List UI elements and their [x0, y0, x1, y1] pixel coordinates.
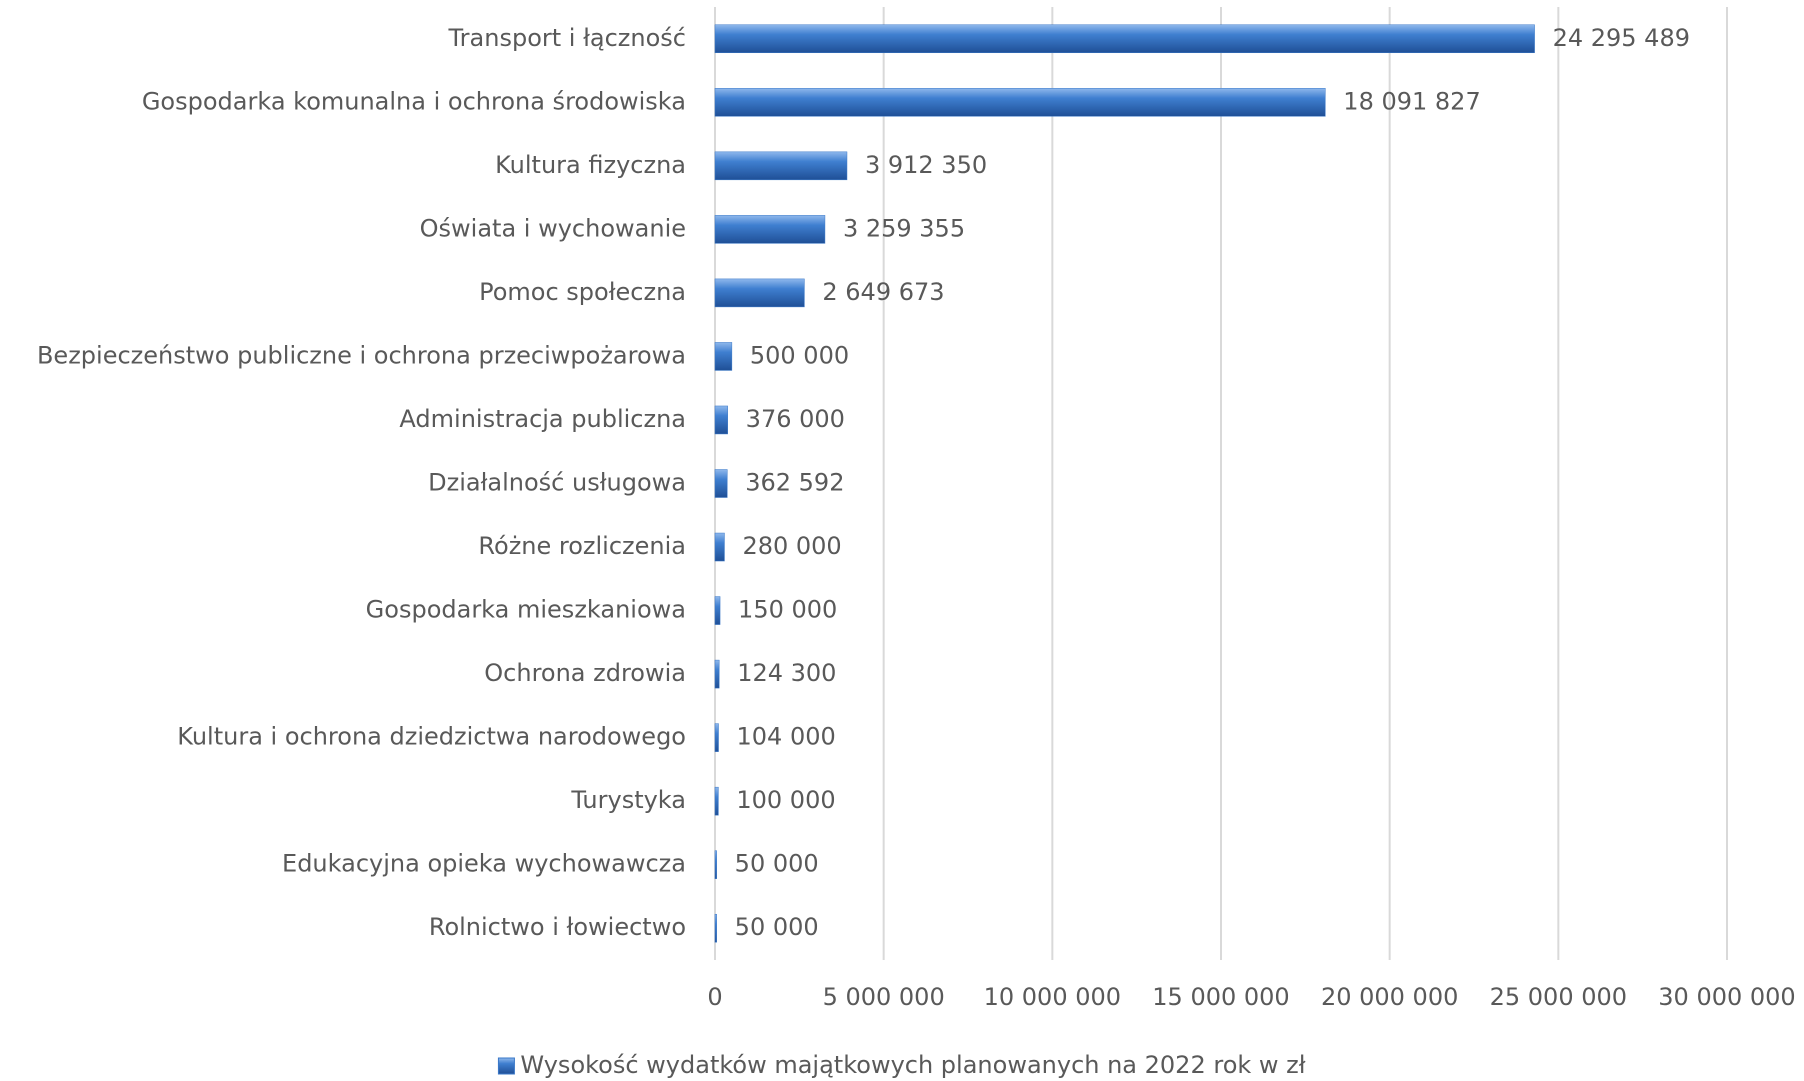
bar	[714, 723, 719, 752]
value-label: 500 000	[750, 341, 849, 369]
y-tick-label: Transport i łączność	[448, 24, 686, 52]
x-tick-label: 30 000 000	[1658, 983, 1795, 1011]
y-tick-label: Edukacyjna opieka wychowawcza	[282, 850, 686, 878]
value-label: 100 000	[736, 786, 835, 814]
bar	[714, 405, 728, 435]
value-label: 2 649 673	[822, 278, 944, 306]
value-label: 280 000	[742, 532, 841, 560]
bar	[714, 850, 717, 879]
legend-swatch	[497, 1057, 515, 1075]
value-label: 50 000	[735, 850, 819, 878]
value-label: 18 091 827	[1343, 87, 1480, 115]
y-tick-label: Gospodarka mieszkaniowa	[366, 596, 686, 624]
x-tick-label: 15 000 000	[1152, 983, 1289, 1011]
y-tick-label: Kultura i ochrona dziedzictwa narodowego	[177, 723, 686, 751]
value-label: 150 000	[738, 596, 837, 624]
bar	[714, 913, 717, 943]
bar	[714, 24, 1535, 54]
y-tick-label: Rolnictwo i łowiectwo	[429, 913, 686, 941]
value-label: 124 300	[737, 659, 836, 687]
y-tick-label: Pomoc społeczna	[479, 278, 686, 306]
bar	[714, 469, 728, 498]
bar	[714, 278, 805, 308]
value-label: 50 000	[735, 913, 819, 941]
bar	[714, 532, 725, 562]
bar	[714, 659, 720, 689]
value-label: 3 912 350	[865, 151, 987, 179]
value-label: 24 295 489	[1553, 24, 1690, 52]
bar	[714, 151, 848, 181]
bar	[714, 786, 719, 816]
y-tick-label: Oświata i wychowanie	[420, 214, 686, 242]
y-tick-label: Różne rozliczenia	[478, 532, 686, 560]
y-tick-label: Kultura fizyczna	[495, 151, 686, 179]
y-tick-label: Działalność usługowa	[428, 469, 686, 497]
bar	[714, 596, 721, 625]
y-tick-label: Turystyka	[570, 786, 686, 814]
value-label: 362 592	[745, 469, 844, 497]
x-tick-label: 10 000 000	[984, 983, 1121, 1011]
x-tick-label: 25 000 000	[1490, 983, 1627, 1011]
y-tick-label: Bezpieczeństwo publiczne i ochrona przec…	[37, 341, 686, 369]
x-tick-label: 5 000 000	[823, 983, 945, 1011]
bar	[714, 88, 1326, 117]
value-label: 104 000	[737, 723, 836, 751]
x-tick-label: 20 000 000	[1321, 983, 1458, 1011]
value-label: 3 259 355	[843, 214, 965, 242]
bar	[714, 342, 733, 371]
y-tick-label: Administracja publiczna	[399, 405, 686, 433]
value-label: 376 000	[746, 405, 845, 433]
x-tick-label: 0	[707, 983, 722, 1011]
y-tick-label: Ochrona zdrowia	[484, 659, 686, 687]
y-tick-label: Gospodarka komunalna i ochrona środowisk…	[142, 87, 686, 115]
bar	[714, 215, 826, 244]
legend-label: Wysokość wydatków majątkowych planowanyc…	[520, 1051, 1305, 1079]
